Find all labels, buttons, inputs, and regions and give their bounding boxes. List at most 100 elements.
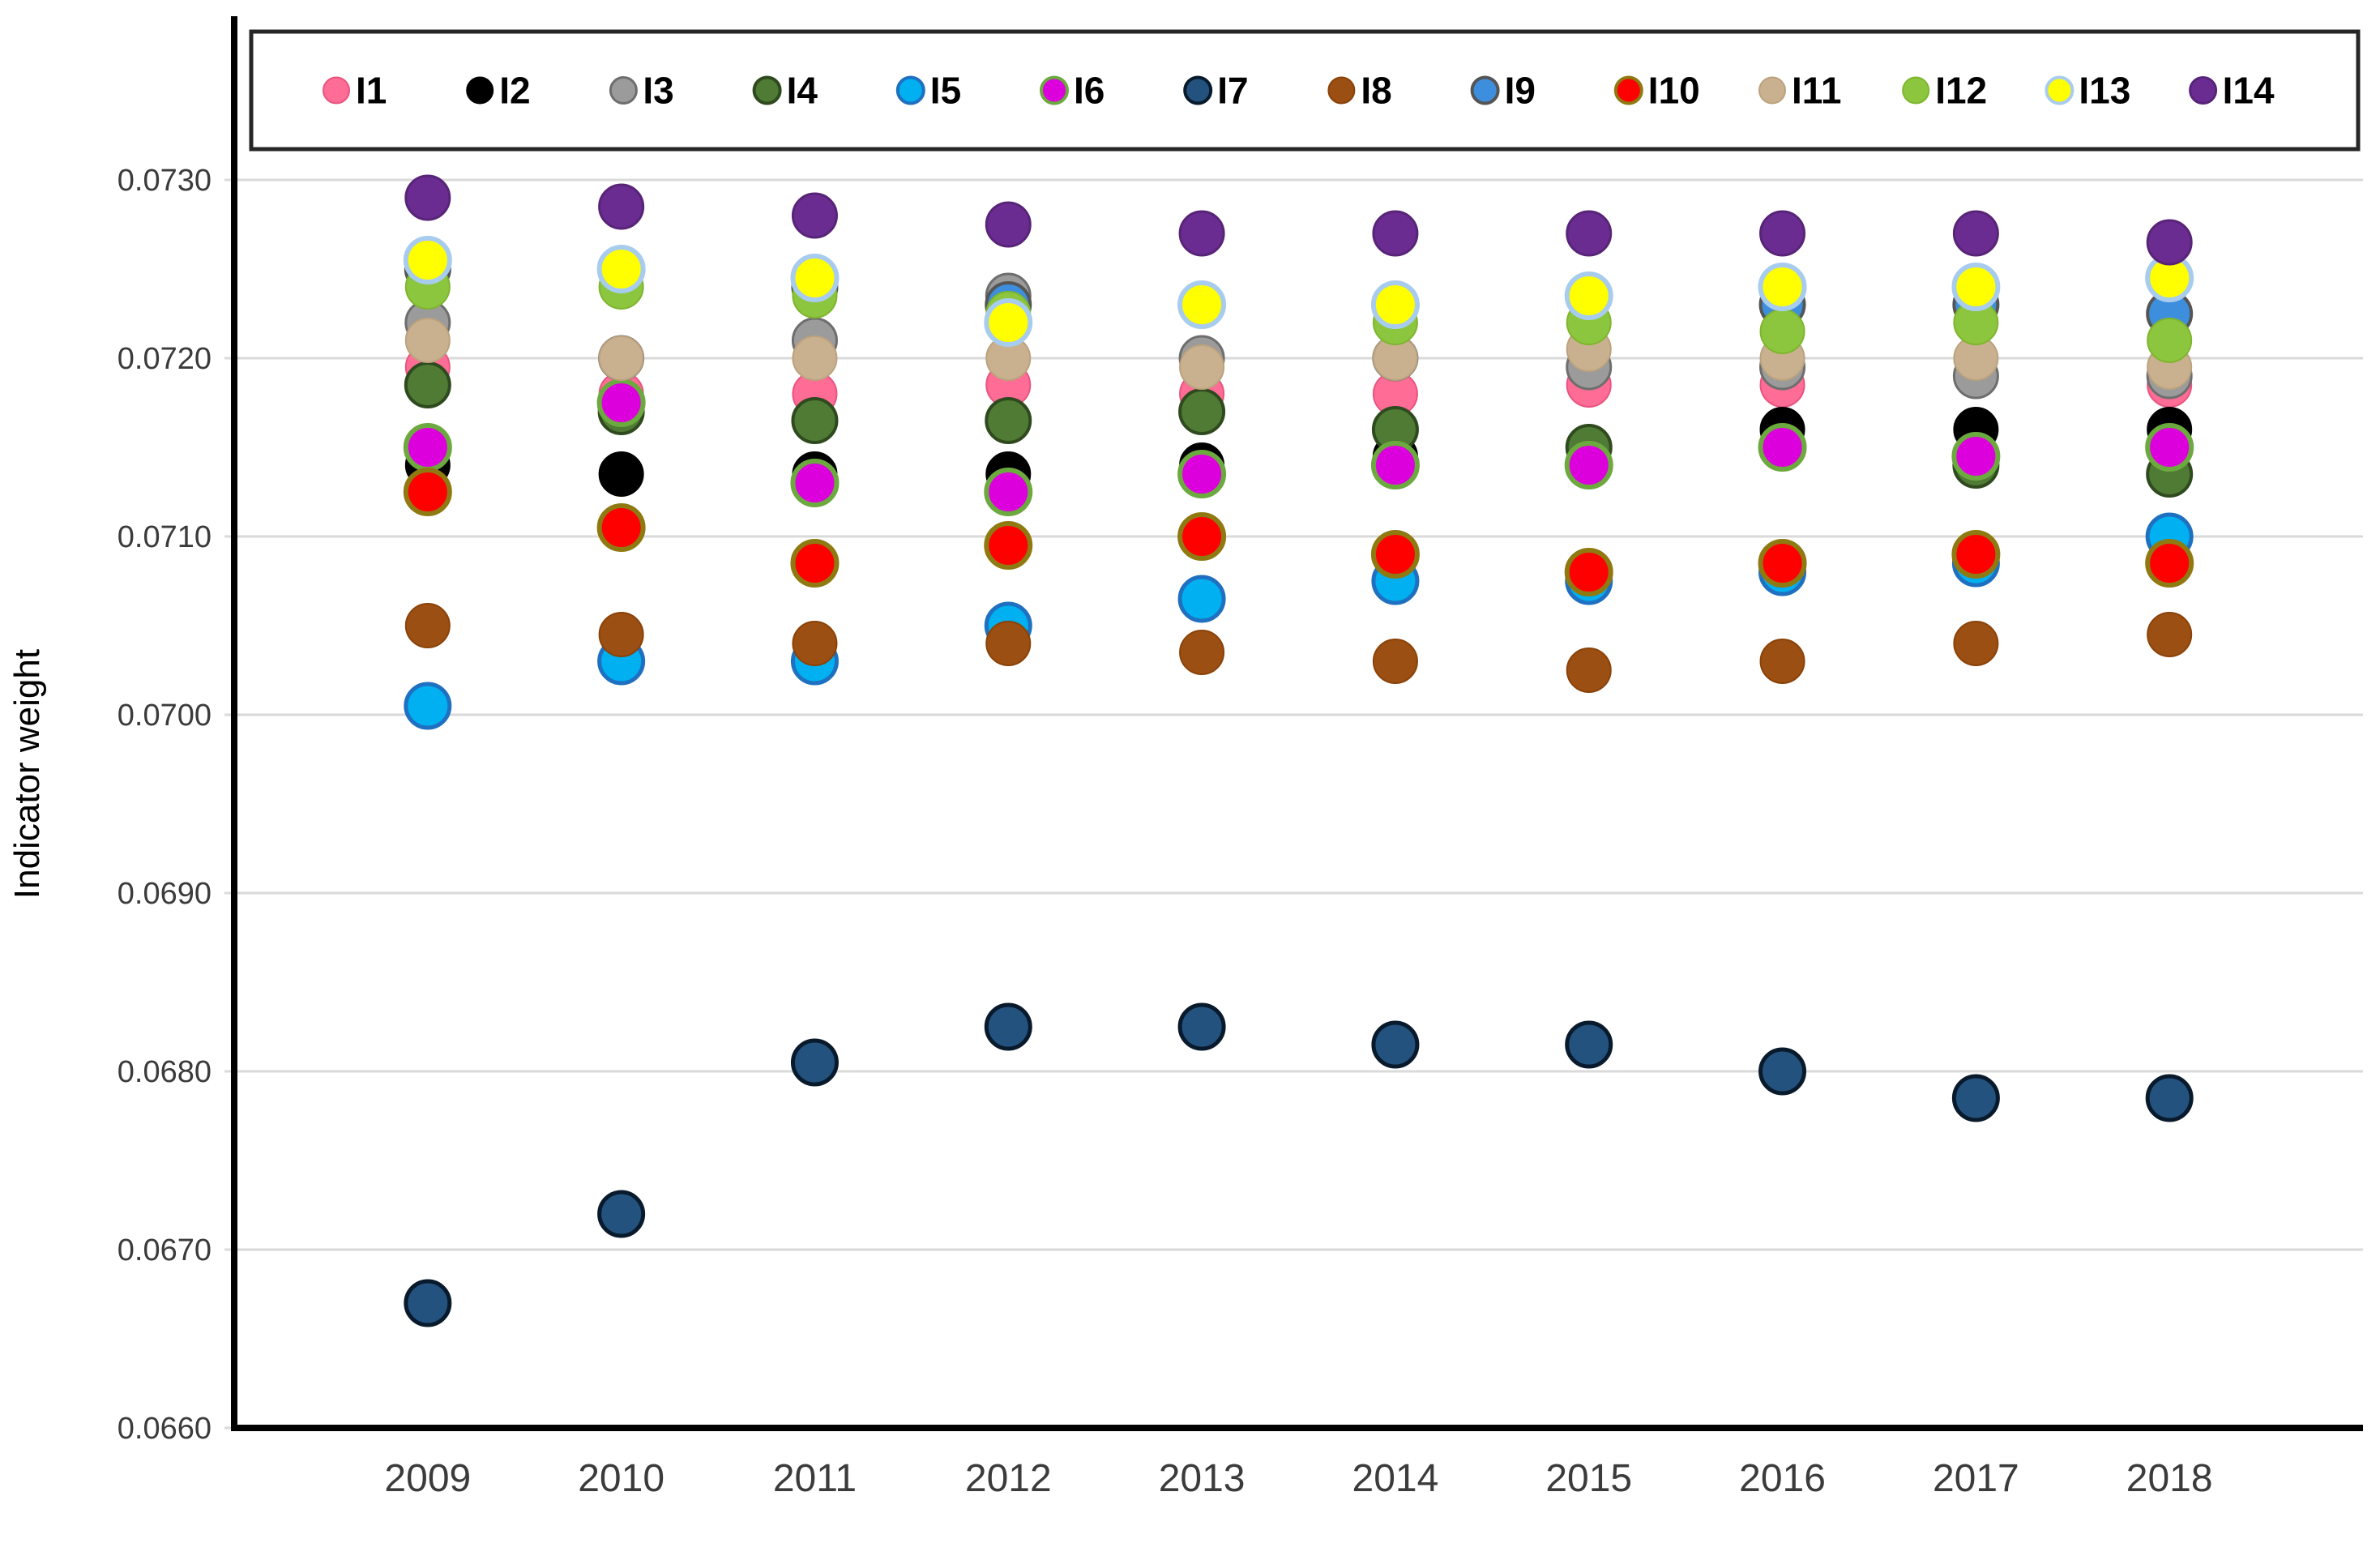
y-axis-tick-labels: 0.0660 0.0670 0.0680 0.0690 0.0700 0.0710 0.07…	[118, 164, 212, 1446]
legend-label-I13: I13	[2079, 70, 2130, 112]
legend-item-I7: I7	[1183, 70, 1249, 112]
data-point-I8	[1179, 630, 1225, 675]
x-tick-label: 2018	[2126, 1457, 2213, 1500]
data-point-I5	[404, 682, 452, 730]
data-point-I6	[1758, 423, 1807, 472]
data-point-I6	[2145, 423, 2194, 472]
y-tick-label: 0.0710	[118, 520, 212, 554]
data-point-I14	[1178, 210, 1225, 257]
x-axis-tick-labels: 2009 2010 2011 2012 2013 2014 2015 2016 2017 2018	[384, 1457, 2212, 1500]
legend-swatch-icon-I6	[1040, 75, 1069, 105]
legend-label-I14: I14	[2223, 70, 2275, 112]
data-point-I7	[597, 1190, 646, 1238]
data-point-I6	[1177, 450, 1227, 498]
data-point-I10	[403, 468, 452, 516]
x-tick-label: 2013	[1159, 1457, 1246, 1500]
data-point-I7	[1565, 1020, 1613, 1069]
legend-swatch-icon-I2	[466, 76, 494, 105]
data-point-I4	[1178, 388, 1226, 435]
y-tick-label: 0.0670	[118, 1233, 212, 1267]
data-point-I8	[1372, 639, 1418, 684]
data-point-I6	[1564, 441, 1613, 489]
legend-label-I3: I3	[643, 70, 673, 112]
legend-swatch-icon-I4	[752, 75, 782, 105]
data-point-I7	[1177, 1002, 1226, 1051]
y-tick-label: 0.0680	[118, 1055, 212, 1089]
legend-swatch-icon-I3	[609, 76, 638, 105]
data-point-I14	[985, 201, 1032, 248]
legend-swatch-icon-I14	[2189, 76, 2218, 105]
legend-box	[249, 29, 2361, 152]
data-point-I6	[1370, 441, 1420, 489]
data-point-I14	[1372, 210, 1419, 257]
data-point-I14	[2146, 219, 2193, 266]
axes	[231, 16, 2363, 1431]
data-point-I13	[1758, 263, 1807, 311]
legend-label-I11: I11	[1792, 70, 1841, 112]
x-tick-label: 2015	[1545, 1457, 1632, 1500]
x-tick-label: 2010	[578, 1457, 664, 1500]
gridlines	[224, 178, 2363, 1430]
legend-swatch-icon-I10	[1613, 75, 1643, 105]
data-point-I7	[2145, 1074, 2194, 1122]
data-point-I14	[791, 192, 838, 239]
data-point-I10	[1564, 548, 1613, 596]
legend-label-I5: I5	[930, 70, 961, 112]
data-point-I14	[598, 183, 645, 230]
legend-item-I14: I14	[2189, 70, 2275, 112]
legend-label-I6: I6	[1074, 70, 1105, 112]
data-point-I13	[790, 254, 840, 302]
data-point-I6	[1951, 432, 2001, 481]
data-point-I12	[1759, 309, 1805, 354]
data-point-I7	[404, 1279, 452, 1327]
data-point-I14	[404, 174, 451, 221]
legend-item-I10: I10	[1613, 70, 1700, 112]
data-point-I10	[1370, 530, 1420, 579]
data-point-I12	[2147, 318, 2193, 363]
legend-swatch-icon-I7	[1183, 75, 1213, 105]
data-point-I10	[596, 503, 646, 552]
data-point-I4	[404, 361, 451, 408]
legend-swatch-icon-I11	[1758, 76, 1786, 105]
data-point-I6	[790, 459, 840, 507]
data-point-I11	[404, 318, 451, 363]
legend-item-I1: I1	[323, 70, 387, 112]
legend-item-I6: I6	[1040, 70, 1105, 112]
x-tick-label: 2012	[965, 1457, 1052, 1500]
data-point-I7	[1951, 1074, 2000, 1122]
x-tick-label: 2017	[1933, 1457, 2019, 1500]
legend-swatch-icon-I13	[2045, 75, 2074, 105]
data-point-I10	[790, 539, 840, 588]
legend-item-I3: I3	[609, 70, 674, 112]
data-point-I8	[2147, 612, 2193, 657]
legend-swatch-icon-I1	[323, 76, 350, 105]
data-point-I14	[1566, 210, 1613, 257]
legend-label-I12: I12	[1935, 70, 1987, 112]
legend-item-I8: I8	[1327, 70, 1392, 112]
data-point-I13	[596, 245, 646, 293]
legend-label-I7: I7	[1217, 70, 1248, 112]
x-tick-label: 2011	[773, 1457, 857, 1500]
data-point-I8	[792, 621, 838, 666]
legend-items: I1 I2 I3 I4 I5 I6 I7 I8 I9 I10 I11 I12 I13 I14	[323, 70, 2275, 112]
data-point-I8	[598, 612, 644, 657]
x-tick-label: 2016	[1739, 1457, 1826, 1500]
data-point-I7	[790, 1038, 839, 1087]
data-point-I6	[984, 468, 1033, 516]
legend-label-I2: I2	[499, 70, 530, 112]
data-point-I8	[1759, 639, 1805, 684]
data-point-I13	[1951, 263, 2001, 311]
data-point-I11	[1179, 344, 1225, 390]
legend-item-I9: I9	[1470, 70, 1536, 112]
data-point-I10	[1951, 530, 2001, 579]
data-point-I10	[1758, 539, 1807, 588]
legend: I1 I2 I3 I4 I5 I6 I7 I8 I9 I10 I11 I12 I13 I14	[249, 29, 2361, 152]
legend-label-I8: I8	[1361, 70, 1391, 112]
legend-label-I9: I9	[1505, 70, 1536, 112]
data-point-I10	[984, 521, 1033, 570]
data-point-I5	[1177, 575, 1226, 623]
data-point-I6	[403, 423, 452, 472]
data-point-I8	[1953, 621, 1999, 666]
